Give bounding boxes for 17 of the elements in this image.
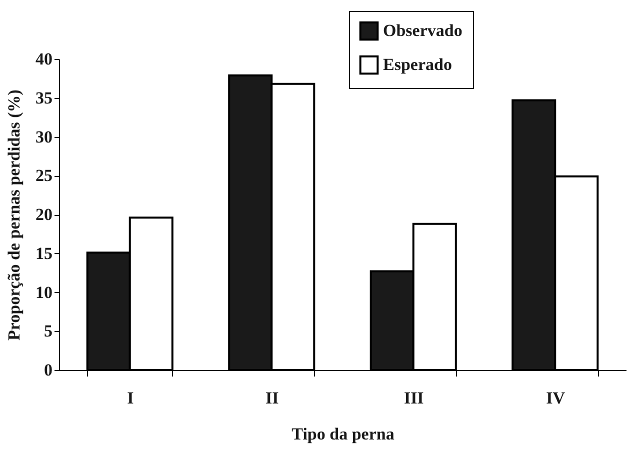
- y-tick-label: 0: [44, 360, 52, 380]
- legend-label: Observado: [383, 21, 462, 40]
- y-tick-label: 25: [36, 166, 52, 186]
- x-tick-label: I: [127, 388, 134, 408]
- y-tick-label: 20: [36, 205, 52, 224]
- y-axis-title: Proporção de pernas perdidas (%): [4, 90, 24, 340]
- y-tick-label: 30: [36, 127, 52, 146]
- legend-label: Esperado: [383, 55, 452, 74]
- y-tick-label: 10: [36, 282, 52, 302]
- y-tick-label: 5: [44, 322, 52, 341]
- y-tick-label: 35: [36, 88, 52, 108]
- x-tick-label: IV: [546, 388, 566, 408]
- x-tick-label: II: [266, 388, 280, 408]
- y-tick-label: 40: [36, 50, 52, 68]
- y-tick-label: 15: [36, 244, 52, 263]
- x-axis-title: Tipo da perna: [292, 424, 395, 444]
- x-tick-label: III: [404, 388, 424, 408]
